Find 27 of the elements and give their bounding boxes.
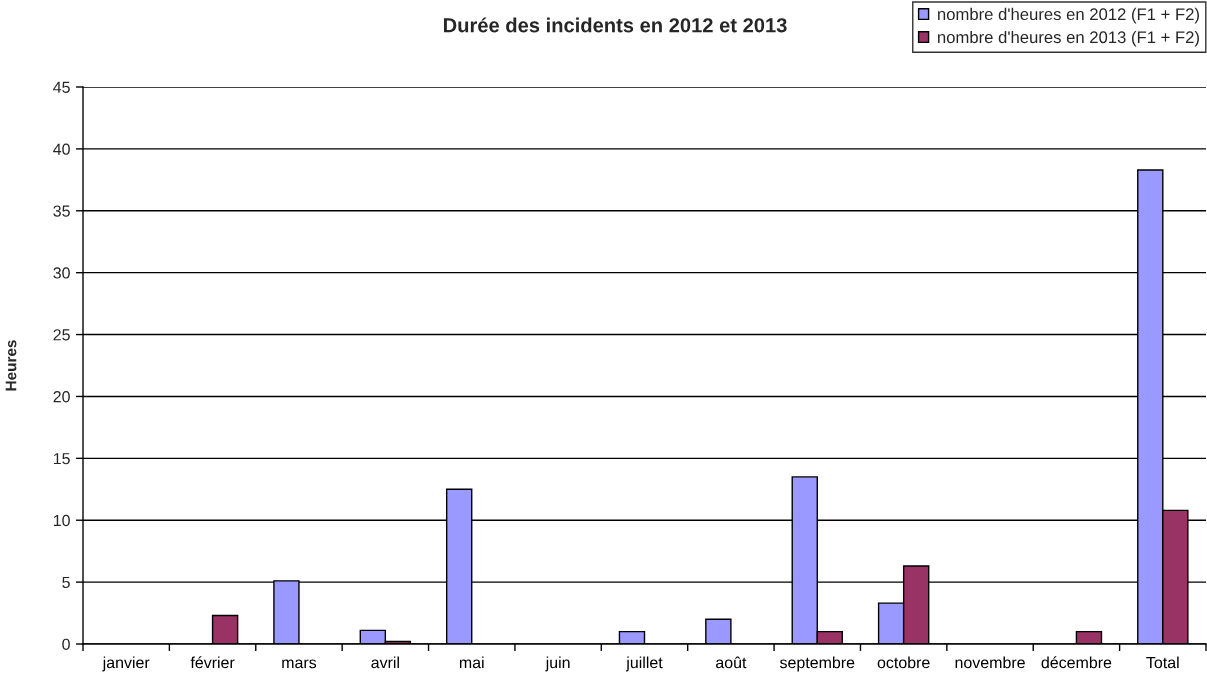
x-tick-label: octobre (877, 656, 930, 669)
x-tick-label: janvier (102, 656, 150, 672)
y-tick-label: 30 (53, 267, 70, 279)
y-tick-label: 25 (53, 329, 70, 341)
x-tick-label: juillet (625, 656, 663, 672)
y-tick-label: 40 (53, 143, 70, 155)
x-tick-label: septembre (779, 656, 855, 672)
x-tick-label: décembre (1041, 656, 1112, 669)
y-tick-label: 5 (62, 576, 70, 589)
y-axis-title: Heures (5, 340, 17, 391)
x-tick-label: novembre (955, 656, 1025, 669)
x-tick-label: avril (371, 656, 399, 669)
legend-label: nombre d'heures en 2012 (F1 + F2) (938, 7, 1199, 24)
y-tick-label: 45 (53, 81, 70, 93)
x-tick-label: février (190, 656, 235, 669)
y-tick-label: 35 (53, 205, 70, 217)
x-tick-label: août (716, 656, 747, 669)
x-tick-label: Total (1146, 656, 1179, 669)
y-tick-label: 15 (53, 453, 70, 465)
y-tick-label: 10 (53, 514, 70, 527)
x-tick-label: juin (545, 656, 570, 672)
y-tick-label: 20 (53, 391, 70, 403)
y-tick-label: 0 (62, 638, 70, 650)
chart-title: Durée des incidents en 2012 et 2013 (443, 17, 787, 33)
x-tick-label: mai (459, 656, 484, 669)
x-tick-label: mars (282, 659, 317, 669)
legend-label: nombre d'heures en 2013 (F1 + F2) (938, 30, 1199, 47)
